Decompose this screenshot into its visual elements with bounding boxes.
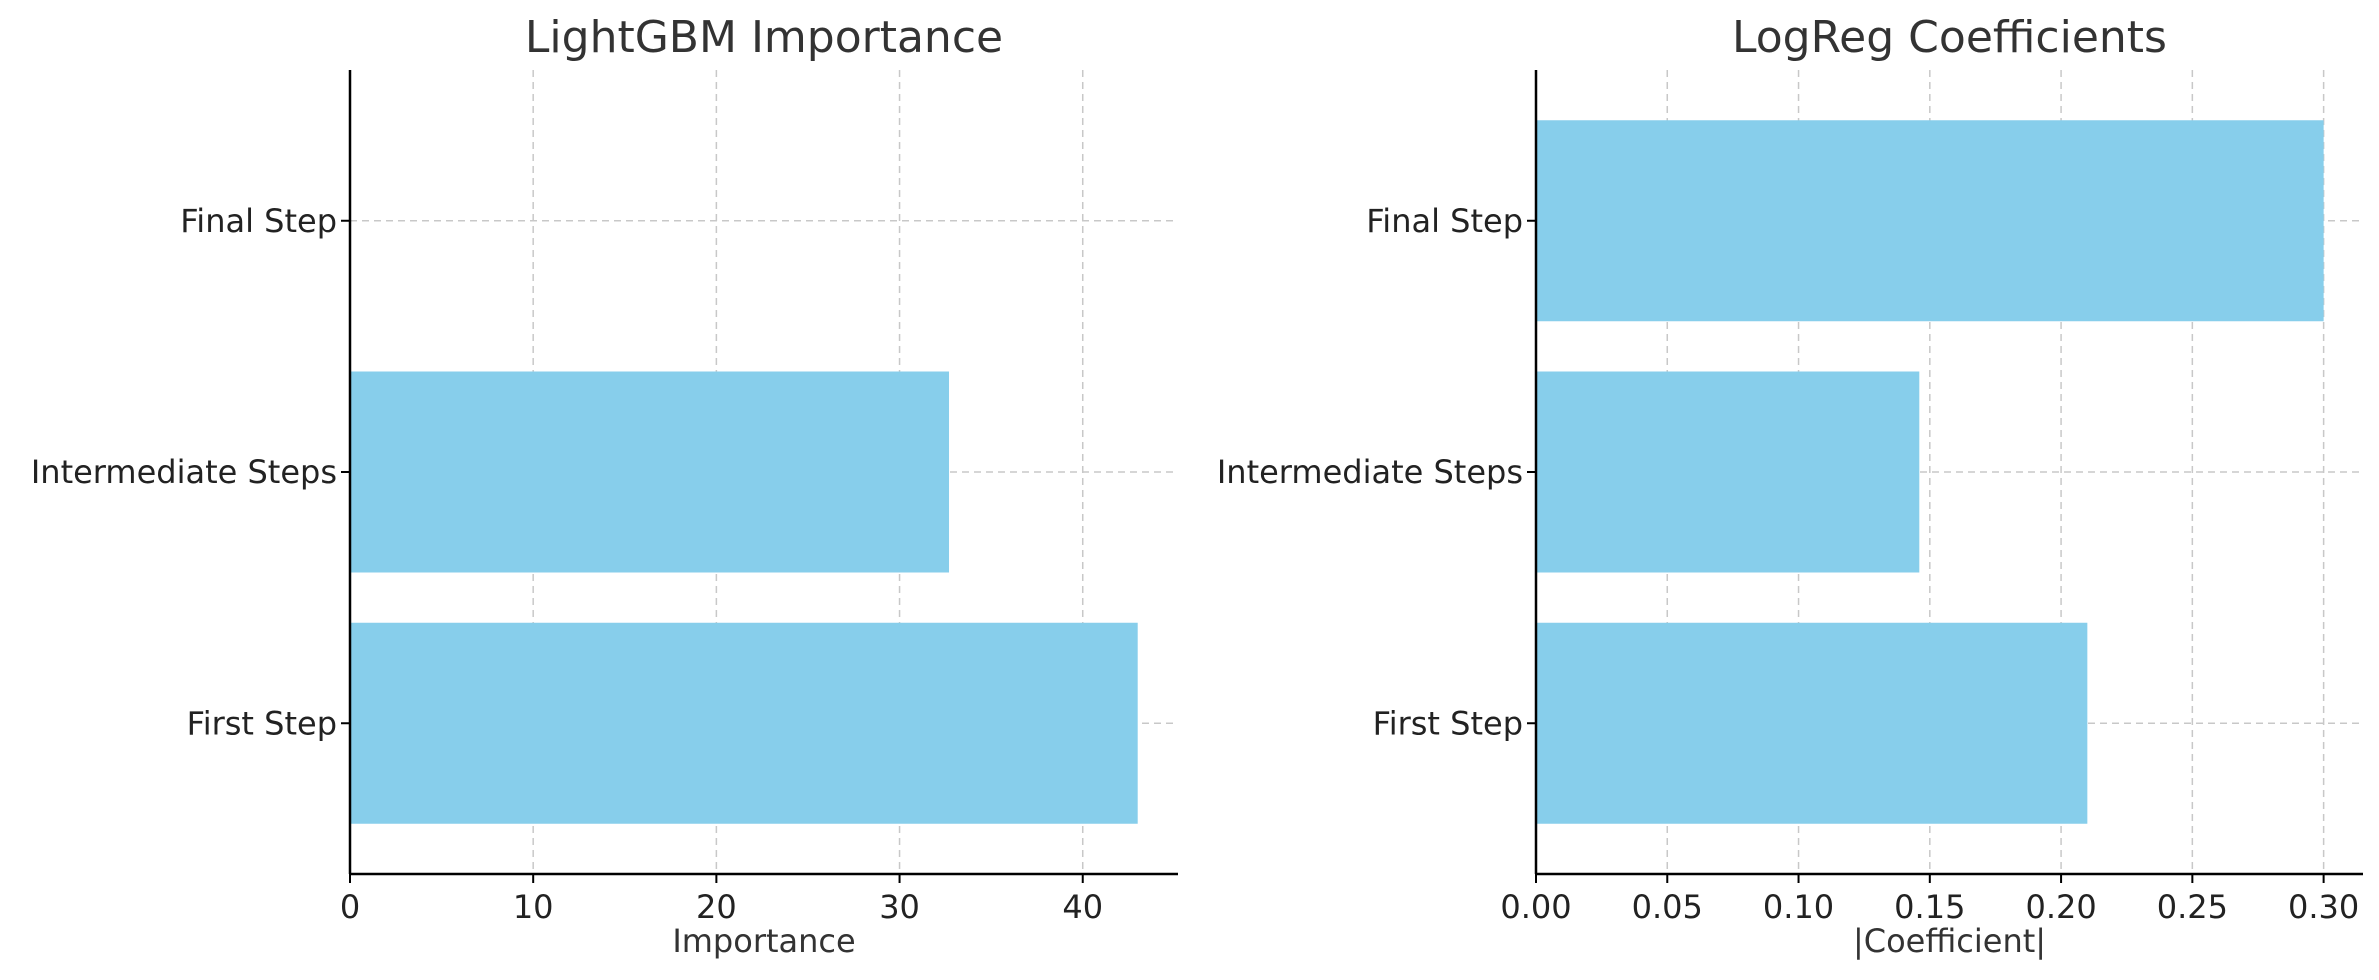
- logreg-y-tick-label: Intermediate Steps: [1217, 453, 1523, 491]
- logreg-x-tick-label: 0.30: [2288, 888, 2359, 926]
- lightgbm-x-axis-label: Importance: [672, 922, 855, 960]
- logreg-x-tick-label: 0.20: [2025, 888, 2096, 926]
- logreg-x-tick-label: 0.25: [2157, 888, 2228, 926]
- lightgbm-chart-title: LightGBM Importance: [525, 12, 1003, 63]
- lightgbm-y-tick-label: Final Step: [180, 202, 337, 240]
- logreg-x-tick-label: 0.00: [1500, 888, 1571, 926]
- lightgbm-importance-panel: 0 10 20 30 40 First Step Intermediate Steps Fin…: [31, 12, 1178, 960]
- logreg-x-axis-label: |Coefficient|: [1853, 922, 2046, 960]
- logreg-y-tick-label: Final Step: [1366, 202, 1523, 240]
- lightgbm-y-tick-label: Intermediate Steps: [31, 453, 337, 491]
- logreg-y-tick-label: First Step: [1373, 704, 1523, 742]
- lightgbm-bar-intermediate-steps: [350, 371, 950, 573]
- logreg-x-tick-label: 0.05: [1632, 888, 1703, 926]
- logreg-x-tick-label: 0.15: [1894, 888, 1965, 926]
- logreg-chart-title: LogReg Coefficients: [1732, 12, 2167, 63]
- logreg-bar-intermediate-steps: [1536, 371, 1920, 573]
- lightgbm-y-tick-label: First Step: [187, 704, 337, 742]
- logreg-x-tick-label: 0.10: [1763, 888, 1834, 926]
- lightgbm-x-tick-label: 10: [513, 888, 554, 926]
- logreg-bar-final-step: [1536, 120, 2324, 322]
- logreg-coefficients-panel: 0.00 0.05 0.10 0.15 0.20 0.25 0.30 First Step In…: [1217, 12, 2363, 960]
- logreg-bar-first-step: [1536, 622, 2088, 824]
- lightgbm-bar-first-step: [350, 622, 1138, 824]
- lightgbm-x-tick-label: 30: [879, 888, 920, 926]
- lightgbm-x-tick-label: 0: [340, 888, 360, 926]
- lightgbm-x-tick-label: 40: [1062, 888, 1103, 926]
- lightgbm-x-tick-label: 20: [696, 888, 737, 926]
